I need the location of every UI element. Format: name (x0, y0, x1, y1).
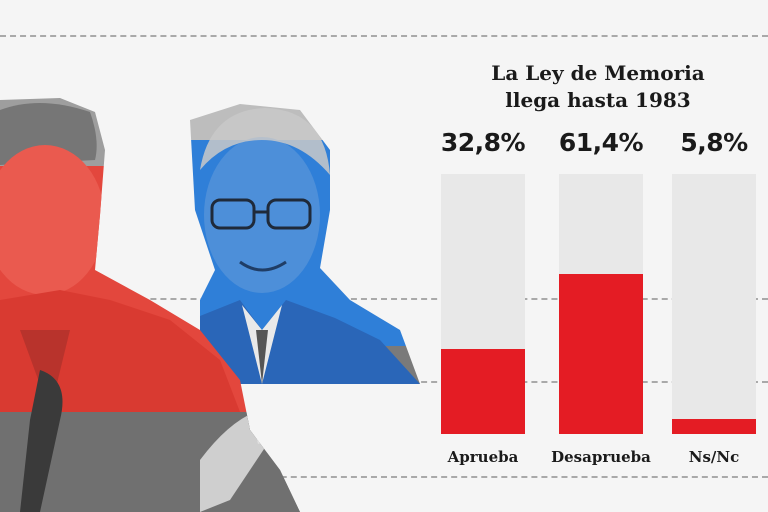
bar (441, 348, 525, 434)
category-label: Desaprueba (551, 448, 651, 466)
bar (672, 418, 756, 434)
dashed-rule-bottom (0, 476, 768, 478)
category-label: Ns/Nc (688, 448, 740, 466)
politicians-photo-illustration (0, 98, 420, 512)
chart-title: La Ley de Memoria llega hasta 1983 (491, 61, 705, 112)
bar (559, 274, 643, 434)
bar-track (672, 174, 756, 434)
bar-track (441, 174, 525, 434)
value-label: 61,4% (558, 128, 644, 157)
category-label: Aprueba (447, 448, 519, 466)
dashed-rule-top (0, 35, 768, 37)
dashed-rule-middle (0, 298, 768, 300)
bar-track (559, 174, 643, 434)
value-label: 5,8% (680, 128, 748, 157)
value-label: 32,8% (440, 128, 526, 157)
